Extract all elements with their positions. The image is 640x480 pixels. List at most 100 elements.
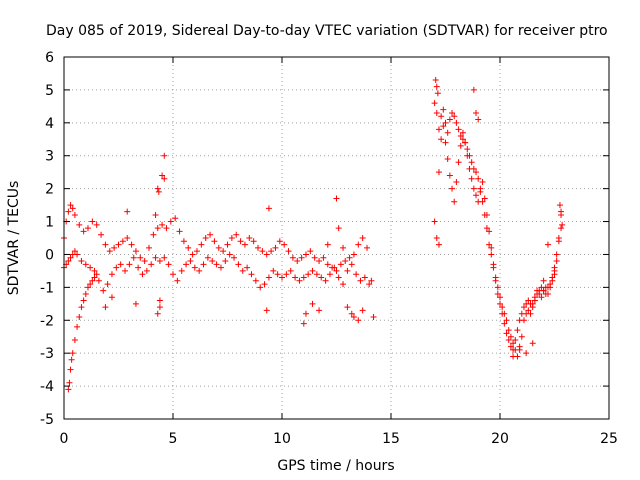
data-point xyxy=(270,267,277,274)
data-point xyxy=(163,225,170,232)
data-point xyxy=(178,267,185,274)
data-point xyxy=(435,241,442,248)
data-point xyxy=(444,129,451,136)
x-tick-label: 25 xyxy=(600,431,618,447)
data-point xyxy=(512,337,519,344)
data-point xyxy=(191,264,198,271)
data-point xyxy=(433,235,440,241)
data-point xyxy=(226,251,233,258)
data-point xyxy=(559,221,566,228)
data-point xyxy=(152,254,159,261)
data-point xyxy=(324,261,331,268)
data-point xyxy=(156,258,163,265)
data-point xyxy=(76,313,83,320)
data-point xyxy=(274,271,281,278)
data-point xyxy=(350,313,357,320)
data-point xyxy=(204,254,211,261)
x-tick-label: 0 xyxy=(60,431,69,447)
x-axis-label: GPS time / hours xyxy=(277,458,394,474)
data-point xyxy=(483,211,490,218)
data-point xyxy=(124,235,131,241)
data-point xyxy=(248,271,255,278)
data-point xyxy=(241,241,248,248)
data-point xyxy=(65,386,72,393)
data-point xyxy=(540,277,547,284)
data-point xyxy=(200,261,207,268)
data-point xyxy=(84,225,91,232)
data-point xyxy=(170,271,176,278)
data-point xyxy=(473,109,480,116)
data-point xyxy=(544,241,551,248)
data-point xyxy=(263,251,270,258)
data-point xyxy=(98,231,105,238)
y-tick-label: 0 xyxy=(45,247,54,263)
data-point xyxy=(174,277,181,284)
data-point xyxy=(536,290,543,297)
y-tick-label: -4 xyxy=(40,379,54,395)
data-point xyxy=(558,225,565,232)
data-point xyxy=(207,231,214,238)
data-point xyxy=(300,274,307,281)
data-point xyxy=(449,109,456,116)
data-point xyxy=(477,188,484,195)
ticks-layer: 0 5 10 15 20 25 -5 -4 -3 -2 -1 0 1 2 3 4 5 6 xyxy=(40,50,618,447)
data-point xyxy=(492,274,499,281)
data-point xyxy=(525,307,532,314)
data-point xyxy=(154,310,161,317)
data-point xyxy=(333,195,340,202)
data-point xyxy=(431,100,438,107)
data-point xyxy=(71,248,78,255)
points-layer xyxy=(61,77,566,393)
data-point xyxy=(180,238,187,245)
data-point xyxy=(283,271,290,278)
data-point xyxy=(102,304,109,311)
data-point xyxy=(263,307,270,314)
data-point xyxy=(368,277,375,284)
data-point xyxy=(475,175,482,182)
data-point xyxy=(455,126,462,133)
data-point xyxy=(475,116,482,123)
data-point xyxy=(309,300,316,307)
data-point xyxy=(189,251,196,258)
data-point xyxy=(279,274,285,281)
data-point xyxy=(510,353,517,360)
data-point xyxy=(442,119,449,126)
grid-layer xyxy=(64,57,609,419)
data-point xyxy=(514,327,521,334)
data-point xyxy=(318,274,325,281)
data-point xyxy=(155,188,162,195)
data-point xyxy=(507,333,514,340)
data-point xyxy=(82,290,89,297)
data-point xyxy=(551,264,558,271)
data-point xyxy=(470,185,477,192)
data-point xyxy=(464,152,471,159)
data-point xyxy=(335,225,342,232)
data-point xyxy=(183,261,190,268)
data-point xyxy=(446,116,453,123)
data-point xyxy=(141,258,148,265)
data-point xyxy=(139,271,146,278)
data-point xyxy=(137,254,144,261)
data-point xyxy=(272,244,279,251)
data-point xyxy=(213,261,220,268)
data-point xyxy=(326,271,333,278)
data-point xyxy=(235,261,242,268)
data-point xyxy=(479,179,486,186)
data-point xyxy=(106,248,113,255)
data-point xyxy=(82,261,89,268)
data-point xyxy=(285,248,292,255)
data-point xyxy=(488,244,495,251)
data-point xyxy=(130,254,137,261)
series-group xyxy=(431,123,565,360)
data-point xyxy=(497,300,503,307)
data-point xyxy=(91,274,98,281)
data-point xyxy=(122,267,129,274)
data-point xyxy=(453,119,460,126)
x-tick-label: 20 xyxy=(491,431,509,447)
y-tick-label: -5 xyxy=(40,412,54,428)
data-point xyxy=(187,258,194,265)
data-point xyxy=(534,287,541,294)
data-point xyxy=(124,208,131,215)
data-point xyxy=(67,366,74,373)
data-point xyxy=(80,228,87,235)
